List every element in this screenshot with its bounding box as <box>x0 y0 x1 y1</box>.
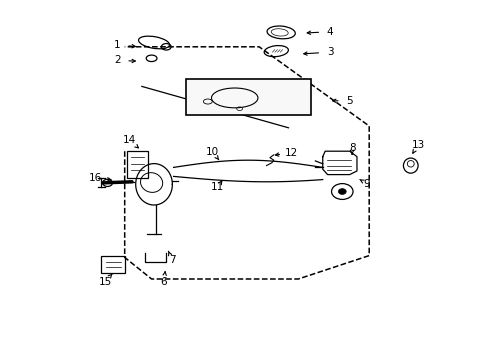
Text: 12: 12 <box>284 148 297 158</box>
Text: 14: 14 <box>122 135 136 145</box>
Text: 7: 7 <box>168 255 175 265</box>
Text: 6: 6 <box>160 276 167 287</box>
Text: 9: 9 <box>363 179 369 189</box>
Text: 8: 8 <box>348 143 355 153</box>
Text: 5: 5 <box>346 96 352 106</box>
Text: 3: 3 <box>326 47 333 57</box>
Text: 2: 2 <box>114 55 121 66</box>
Text: 1: 1 <box>114 40 121 50</box>
Text: 16: 16 <box>88 173 102 183</box>
Circle shape <box>338 189 346 194</box>
Text: 13: 13 <box>410 140 424 150</box>
Text: 4: 4 <box>326 27 333 37</box>
Bar <box>127 151 147 178</box>
Text: 10: 10 <box>206 147 219 157</box>
Bar <box>185 79 310 115</box>
Bar <box>101 256 125 273</box>
Text: 11: 11 <box>210 182 224 192</box>
Text: 15: 15 <box>98 276 112 287</box>
